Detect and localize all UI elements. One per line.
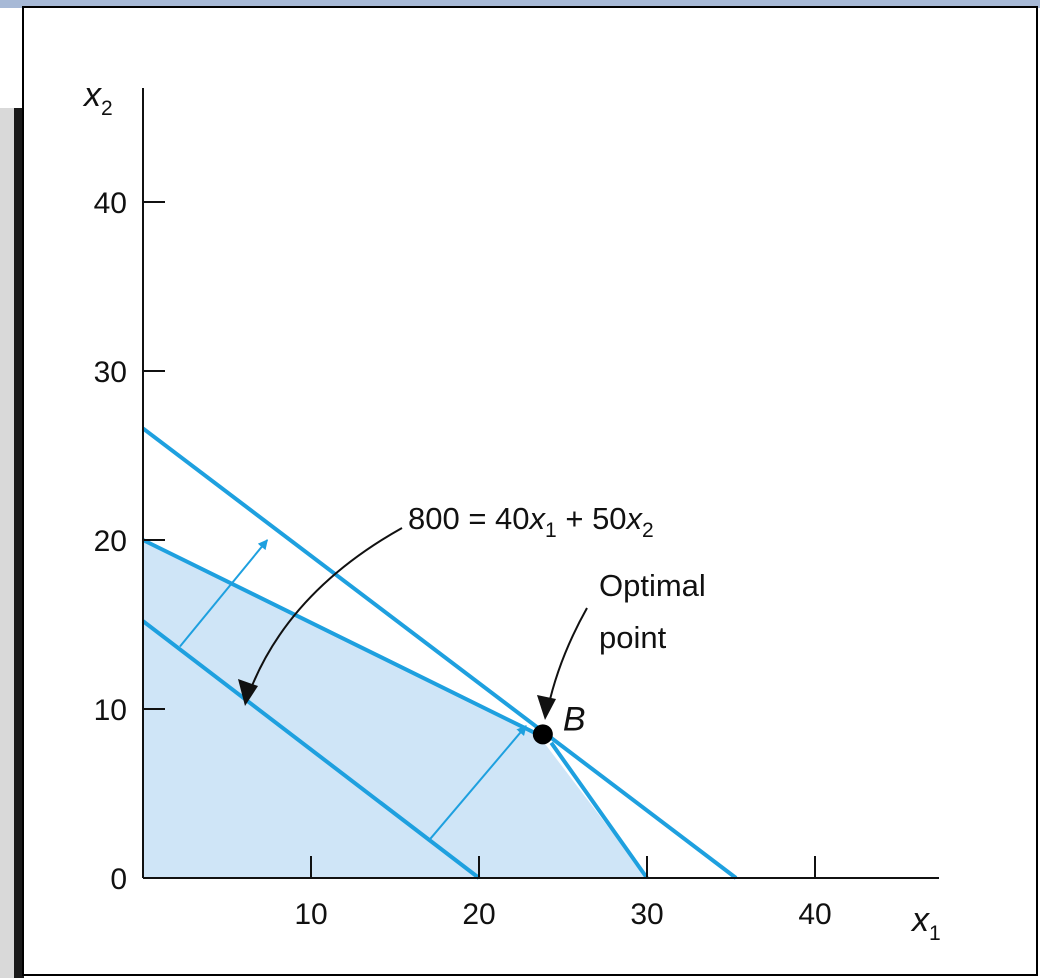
- left-panel-strip: [0, 108, 14, 978]
- shift-arrows: [179, 539, 527, 842]
- optimal-label-line2: point: [599, 620, 667, 655]
- y-axis-label: x2: [82, 76, 113, 120]
- optimal-point-B: [532, 724, 553, 745]
- x-tick-label-40: 40: [798, 898, 831, 931]
- shift-arrow-2: [427, 725, 527, 842]
- feasible-region: [143, 540, 647, 878]
- x-tick-label-20: 20: [462, 898, 495, 931]
- optimal-pointer-arrow: [547, 607, 588, 709]
- x-axis-label: x1: [910, 901, 941, 945]
- top-border-bar: [0, 0, 1040, 8]
- x-tick-label-30: 30: [630, 898, 663, 931]
- constraint-lines: [141, 426, 738, 880]
- left-panel-edge: [14, 108, 24, 978]
- y-tick-label-30: 30: [94, 356, 127, 389]
- equation-pointer-arrowhead: [238, 679, 258, 706]
- shift-arrow-1: [179, 539, 269, 648]
- y-tick-label-10: 10: [94, 694, 127, 727]
- chart-frame: 10 20 30 40 0 10 20 30 40 x1 x2 800 = 40x1 + 50x…: [22, 6, 1038, 976]
- y-tick-label-20: 20: [94, 525, 127, 558]
- axis-ticks: 10 20 30 40 0 10 20 30 40: [94, 187, 832, 931]
- point-b-label: B: [563, 700, 586, 738]
- optimal-label-line1: Optimal: [599, 568, 706, 603]
- constraint-line-3: [549, 741, 649, 880]
- objective-equation-label: 800 = 40x1 + 50x2: [408, 501, 654, 542]
- optimal-pointer-arrowhead: [537, 695, 556, 720]
- objective-line: [141, 619, 481, 880]
- equation-pointer-arrow: [247, 527, 403, 697]
- constraint-line-1: [141, 426, 738, 880]
- y-tick-label-40: 40: [94, 187, 127, 220]
- chart-svg: 10 20 30 40 0 10 20 30 40 x1 x2 800 = 40x1 + 50x…: [82, 76, 941, 945]
- y-tick-label-0: 0: [110, 863, 127, 896]
- x-tick-label-10: 10: [294, 898, 327, 931]
- constraint-line-2: [142, 538, 539, 737]
